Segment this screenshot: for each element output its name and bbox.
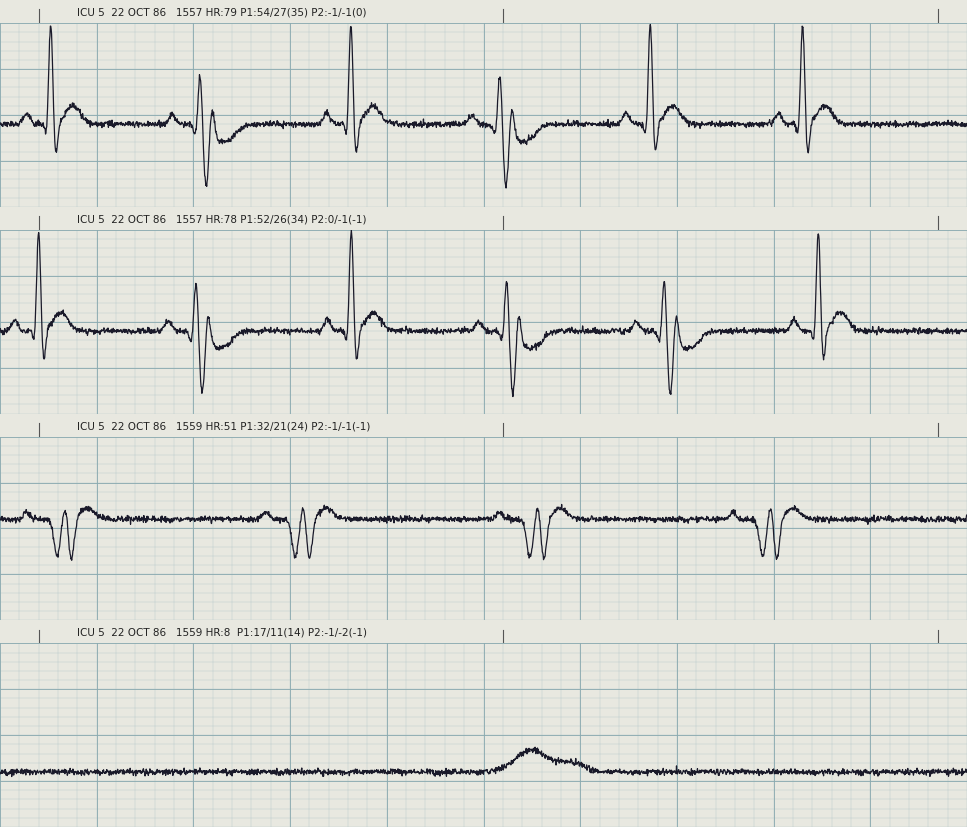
Text: ICU 5  22 OCT 86   1557 HR:78 P1:52/26(34) P2:0/-1(-1): ICU 5 22 OCT 86 1557 HR:78 P1:52/26(34) … [77,214,366,224]
Text: ICU 5  22 OCT 86   1559 HR:8  P1:17/11(14) P2:-1/-2(-1): ICU 5 22 OCT 86 1559 HR:8 P1:17/11(14) P… [77,628,367,638]
Text: ICU 5  22 OCT 86   1559 HR:51 P1:32/21(24) P2:-1/-1(-1): ICU 5 22 OCT 86 1559 HR:51 P1:32/21(24) … [77,421,370,431]
Text: ICU 5  22 OCT 86   1557 HR:79 P1:54/27(35) P2:-1/-1(0): ICU 5 22 OCT 86 1557 HR:79 P1:54/27(35) … [77,7,366,17]
